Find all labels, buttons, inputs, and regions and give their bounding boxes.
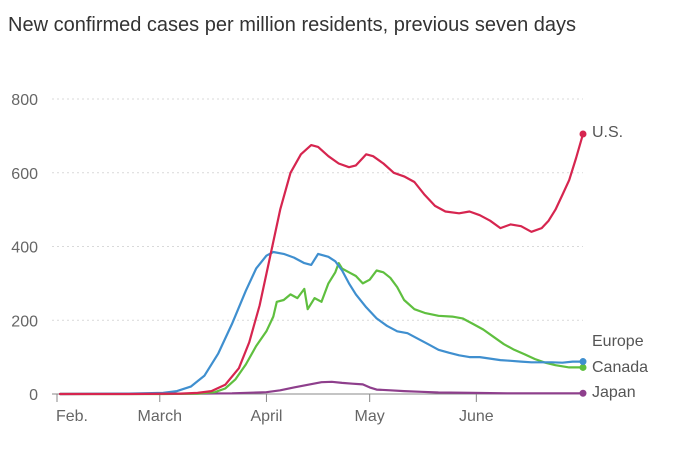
chart-title: New confirmed cases per million resident… <box>8 14 577 36</box>
y-tick-label: 400 <box>11 240 38 257</box>
series-line-japan <box>58 380 585 396</box>
gridlines <box>52 98 583 395</box>
series-label: Canada <box>592 359 648 376</box>
x-axis-ticks: Feb. March April May June <box>56 394 494 425</box>
series-label: Europe <box>592 333 644 350</box>
x-tick-label: April <box>250 408 282 425</box>
y-tick-label: 800 <box>11 92 38 109</box>
series-label: Japan <box>592 384 636 401</box>
series-endpoint <box>579 389 587 397</box>
y-axis-ticks: 0 200 400 600 800 <box>11 92 38 404</box>
series-lines <box>58 130 587 397</box>
x-tick-label: May <box>355 408 385 425</box>
x-tick-label: June <box>459 408 494 425</box>
series-line-canada <box>58 262 585 396</box>
y-tick-label: 0 <box>29 387 38 404</box>
series-endpoint <box>579 130 587 138</box>
series-line-us <box>58 132 585 396</box>
y-tick-label: 600 <box>11 166 38 183</box>
x-tick-label: March <box>138 408 182 425</box>
series-end-labels: U.S. Europe Canada Japan <box>592 124 648 401</box>
series-label: U.S. <box>592 124 623 141</box>
series-line-europe <box>58 250 585 396</box>
series-endpoint <box>579 358 587 366</box>
y-tick-label: 200 <box>11 313 38 330</box>
x-tick-label: Feb. <box>56 408 88 425</box>
series-endpoint <box>579 363 587 371</box>
